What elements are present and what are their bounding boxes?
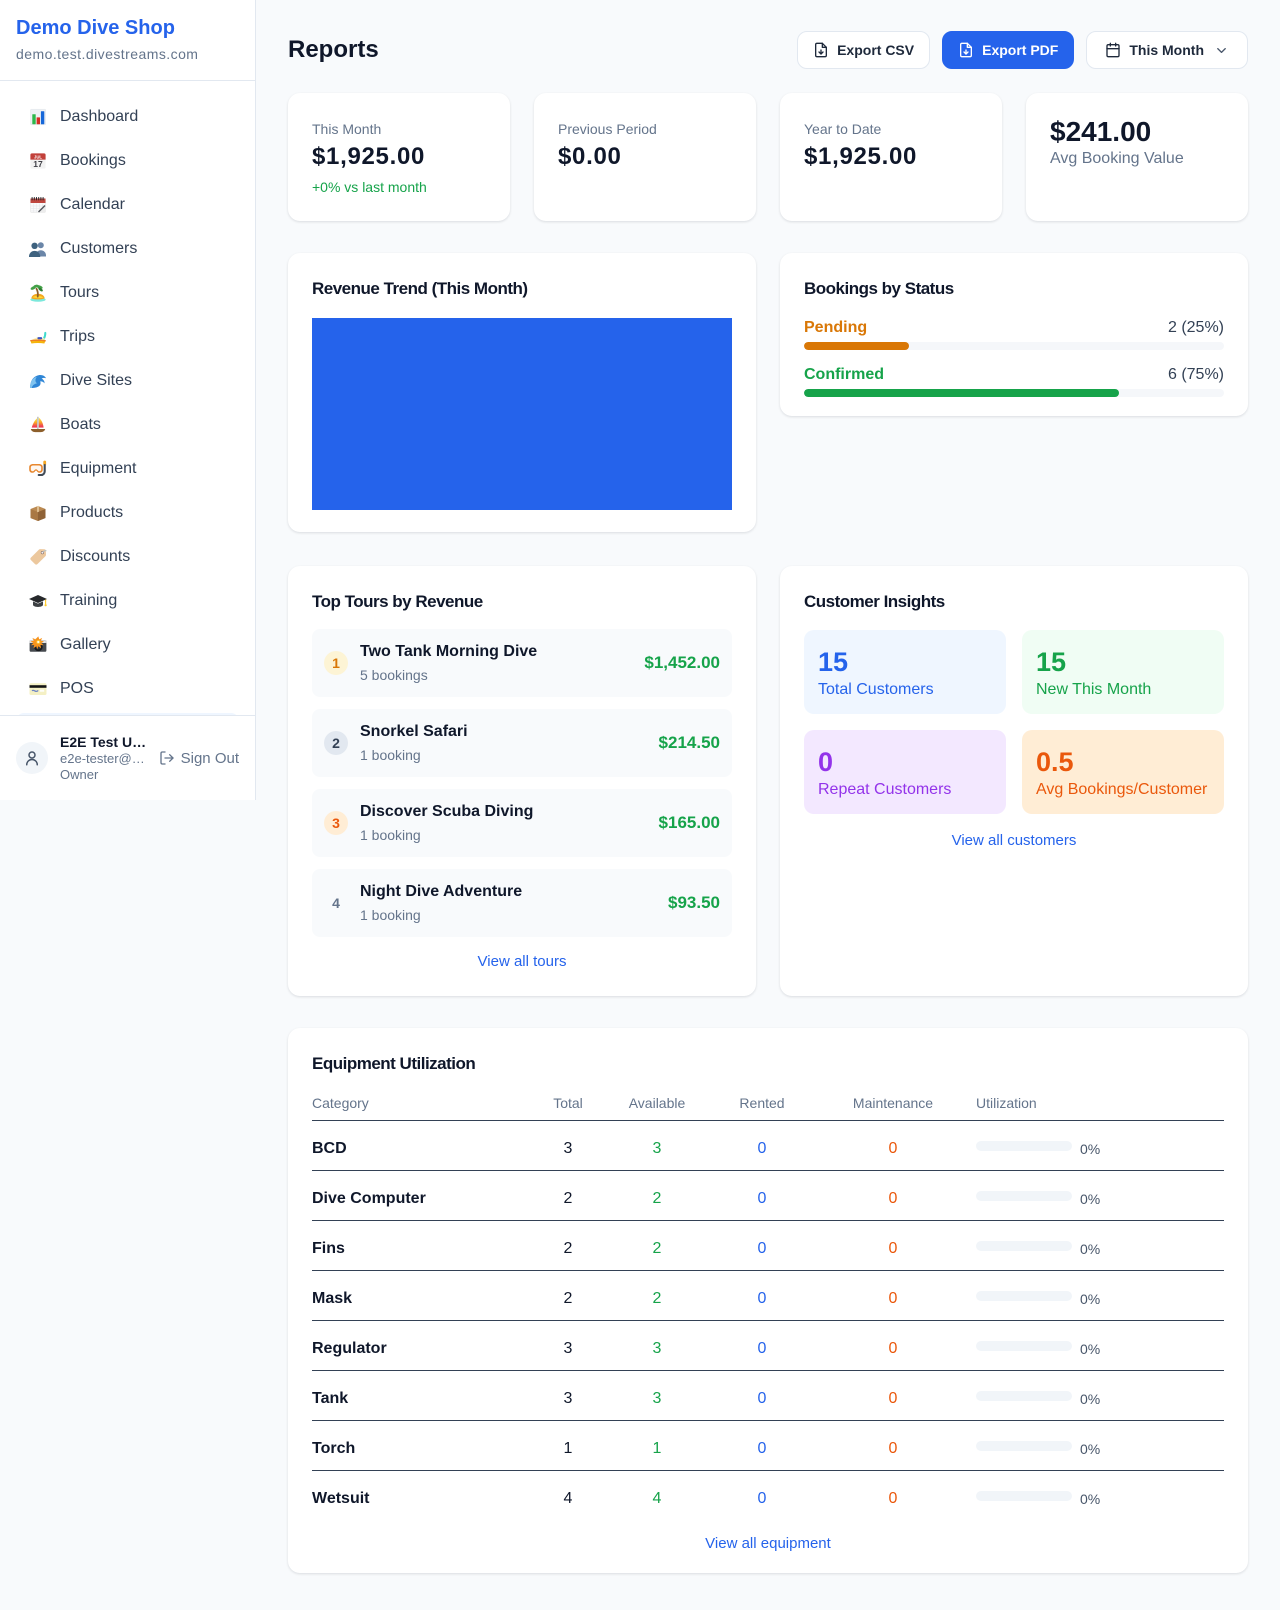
svg-text:JUL: JUL	[34, 155, 42, 160]
svg-text:17: 17	[33, 159, 43, 169]
